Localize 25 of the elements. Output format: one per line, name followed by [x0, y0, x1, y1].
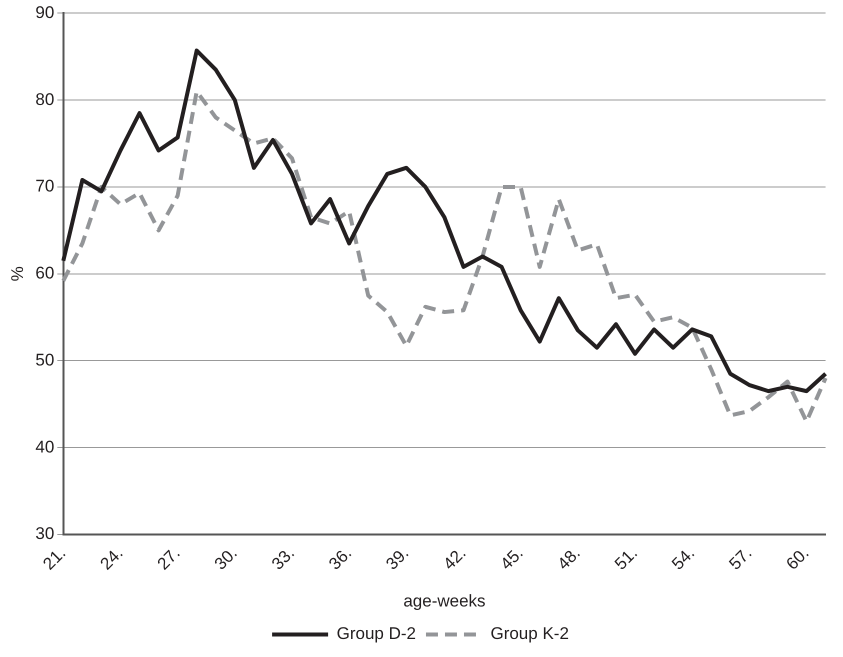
x-tick-label: 42.: [439, 543, 470, 574]
legend-label: Group K-2: [490, 624, 569, 644]
x-axis-title: age-weeks: [403, 591, 486, 610]
x-tick-label: 57.: [725, 543, 756, 574]
y-tick-label: 30: [35, 524, 54, 544]
x-tick-label: 33.: [268, 543, 298, 574]
x-tick-label: 21.: [39, 543, 70, 574]
x-tick-label: 60.: [782, 543, 813, 574]
x-tick-label: 30.: [210, 543, 241, 574]
y-tick-label: 60: [35, 264, 54, 283]
y-tick-label: 80: [35, 90, 54, 109]
y-axis-title: %: [8, 266, 27, 282]
x-tick-label: 27.: [154, 543, 184, 574]
x-tick-label: 45.: [496, 543, 527, 574]
x-tick-label: 48.: [554, 543, 584, 574]
x-tick-label: 24.: [96, 543, 127, 574]
y-tick-label: 50: [35, 350, 54, 370]
y-tick-label: 40: [35, 437, 54, 456]
y-tick-label: 70: [35, 176, 54, 196]
y-tick-label: 90: [35, 2, 54, 22]
x-tick-label: 51.: [611, 543, 642, 574]
x-tick-label: 36.: [325, 543, 356, 574]
x-tick-label: 39.: [382, 543, 412, 574]
x-tick-label: 54.: [668, 543, 698, 574]
legend-label: Group D-2: [336, 624, 416, 644]
